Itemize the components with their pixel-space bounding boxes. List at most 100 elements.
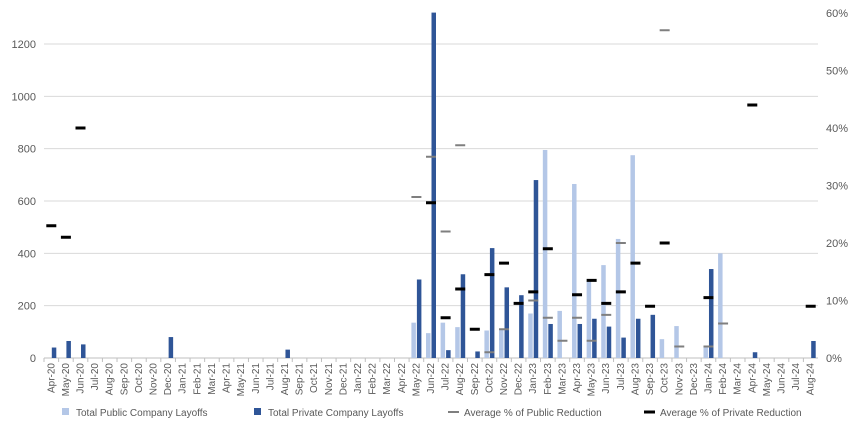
x-tick-label: Apr-23 xyxy=(572,363,583,393)
x-tick-label: May-22 xyxy=(411,363,422,397)
bar-private xyxy=(285,349,290,358)
y-tick-label: 1200 xyxy=(12,39,36,51)
bar-private xyxy=(416,279,422,358)
bar-public xyxy=(542,149,548,358)
x-tick-label: Mar-24 xyxy=(733,363,744,395)
x-tick-label: Feb-23 xyxy=(543,363,554,395)
bar-private xyxy=(446,350,451,358)
x-tick-label: Sep-22 xyxy=(470,363,481,396)
y-tick-label: 1000 xyxy=(12,91,36,103)
bar-private xyxy=(66,340,71,358)
y2-tick-label: 40% xyxy=(826,123,848,135)
y2-tick-label: 10% xyxy=(826,296,848,308)
bar-private xyxy=(81,344,86,358)
bar-private xyxy=(708,269,714,358)
legend-label: Total Private Company Layoffs xyxy=(268,408,403,419)
x-tick-label: Apr-24 xyxy=(747,363,758,393)
y-tick-label: 800 xyxy=(18,144,36,156)
x-tick-label: Dec-20 xyxy=(163,363,174,396)
y-tick-label: 200 xyxy=(18,301,36,313)
bar-public xyxy=(440,322,446,358)
x-tick-label: May-24 xyxy=(762,363,773,397)
bar-private xyxy=(592,318,597,358)
x-tick-label: Jul-24 xyxy=(791,363,802,391)
x-tick-label: Aug-21 xyxy=(280,363,291,396)
bar-private xyxy=(519,295,524,358)
x-tick-label: Nov-22 xyxy=(499,363,510,396)
bar-private xyxy=(489,248,495,358)
bar-private xyxy=(635,318,641,358)
bar-private xyxy=(548,323,553,358)
x-tick-label: Jan-23 xyxy=(528,363,539,394)
bar-private xyxy=(752,352,758,358)
bar-private xyxy=(431,12,436,358)
x-tick-label: May-21 xyxy=(236,363,247,397)
bar-public xyxy=(630,155,635,358)
bar-public xyxy=(411,322,416,358)
bar-public xyxy=(703,347,708,358)
x-tick-label: Oct-23 xyxy=(660,363,671,393)
x-tick-label: Nov-20 xyxy=(149,363,160,396)
x-tick-label: Sep-21 xyxy=(295,363,306,396)
x-tick-label: Jan-22 xyxy=(353,363,364,394)
bar-private xyxy=(650,314,656,358)
bar-public xyxy=(484,330,489,358)
bar-public xyxy=(586,280,592,358)
bar-public xyxy=(601,265,606,358)
x-tick-label: Jun-22 xyxy=(426,363,437,394)
x-tick-label: Oct-20 xyxy=(134,363,145,393)
x-tick-label: Dec-22 xyxy=(514,363,525,396)
y2-tick-label: 0% xyxy=(826,353,842,365)
x-tick-label: Jul-23 xyxy=(616,363,627,391)
legend-swatch xyxy=(254,408,261,415)
x-tick-label: Mar-21 xyxy=(207,363,218,395)
bar-private xyxy=(621,337,626,358)
x-tick-label: Aug-23 xyxy=(630,363,641,396)
bar-private xyxy=(533,180,539,358)
x-tick-label: Apr-22 xyxy=(397,363,408,393)
x-tick-label: Aug-24 xyxy=(806,363,817,396)
x-tick-label: Oct-21 xyxy=(309,363,320,393)
y-tick-label: 400 xyxy=(18,248,36,260)
y2-tick-label: 20% xyxy=(826,238,848,250)
x-tick-label: Jul-20 xyxy=(90,363,101,391)
x-tick-label: Jul-22 xyxy=(441,363,452,391)
x-tick-label: May-20 xyxy=(61,363,72,397)
x-tick-label: Nov-23 xyxy=(674,363,685,396)
bar-private xyxy=(577,323,583,358)
legend-label: Total Public Company Layoffs xyxy=(76,408,208,419)
bar-private xyxy=(168,337,174,358)
x-tick-label: May-23 xyxy=(587,363,598,397)
x-tick-label: Mar-23 xyxy=(557,363,568,395)
x-tick-label: Apr-21 xyxy=(222,363,233,393)
bar-public xyxy=(659,339,665,358)
x-tick-label: Jan-21 xyxy=(178,363,189,394)
x-tick-label: Nov-21 xyxy=(324,363,335,396)
x-tick-label: Jun-20 xyxy=(76,363,87,394)
x-tick-label: Dec-21 xyxy=(338,363,349,396)
bar-private xyxy=(811,340,816,358)
bar-public xyxy=(455,327,460,358)
legend-label: Average % of Private Reduction xyxy=(660,408,802,419)
x-tick-label: Jun-24 xyxy=(776,363,787,394)
x-tick-label: Jan-24 xyxy=(703,363,714,394)
bar-private xyxy=(606,326,612,358)
bar-private xyxy=(504,287,510,358)
bar-public xyxy=(528,313,533,358)
x-tick-label: Aug-20 xyxy=(105,363,116,396)
bar-public xyxy=(499,329,504,358)
bar-public xyxy=(718,253,723,358)
y2-tick-label: 50% xyxy=(826,66,848,78)
x-tick-label: Jun-21 xyxy=(251,363,262,394)
bar-public xyxy=(572,183,577,358)
x-tick-label: Dec-23 xyxy=(689,363,700,396)
bar-private xyxy=(475,351,480,358)
x-tick-label: Sep-20 xyxy=(119,363,130,396)
bar-private xyxy=(51,347,57,358)
bar-public xyxy=(557,310,562,358)
legend-label: Average % of Public Reduction xyxy=(464,408,602,419)
x-tick-label: Aug-22 xyxy=(455,363,466,396)
y-tick-label: 600 xyxy=(18,196,36,208)
x-tick-label: Apr-20 xyxy=(46,363,57,393)
